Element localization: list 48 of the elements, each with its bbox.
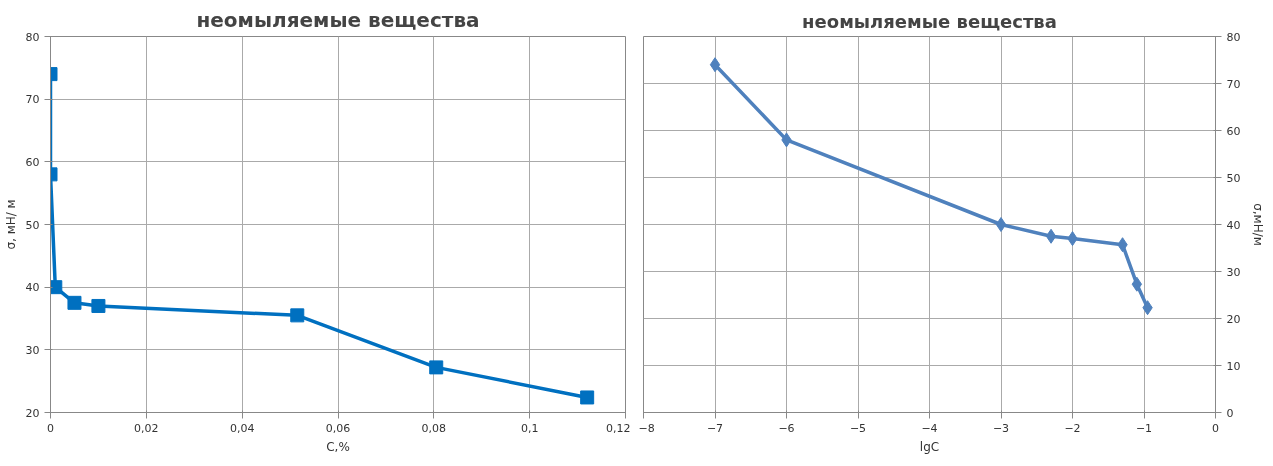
point — [1131, 276, 1143, 292]
x-tick-label: 0,02 — [134, 421, 159, 435]
point — [1045, 228, 1057, 244]
x-tick-label: −7 — [706, 421, 724, 435]
y-tick-label: 10 — [1226, 359, 1241, 373]
y-axis-title: σ,мН/м — [1251, 203, 1266, 246]
y-tick-label: 0 — [1226, 406, 1234, 420]
x-tick-label: −6 — [778, 421, 795, 435]
point — [580, 390, 595, 405]
point — [67, 295, 82, 310]
y-tick-label: 50 — [1226, 171, 1241, 185]
y-tick-label: 80 — [25, 30, 40, 44]
x-tick-label: 0,08 — [421, 421, 447, 435]
x-tick-label: −2 — [1064, 421, 1081, 435]
x-tick-label: −4 — [921, 421, 938, 435]
point — [709, 57, 721, 73]
y-axis-title: σ, мН/ м — [3, 199, 18, 250]
y-tick-label: 60 — [25, 155, 40, 169]
point — [995, 217, 1007, 232]
y-tick-label: 50 — [25, 218, 40, 232]
chart-title: неомыляемые вещества — [196, 7, 480, 32]
chart-title: неомыляемые вещества — [802, 10, 1057, 32]
y-tick-label: 40 — [25, 281, 40, 295]
x-tick-label: 0,12 — [606, 421, 631, 435]
x-tick-label: −1 — [1135, 421, 1153, 435]
y-tick-label: 40 — [1226, 218, 1241, 232]
x-tick-label: 0 — [1212, 421, 1219, 435]
point — [290, 308, 305, 323]
x-tick-label: −5 — [849, 421, 867, 435]
y-tick-label: 30 — [1226, 265, 1241, 279]
x-tick-label: 0 — [47, 421, 54, 435]
y-tick-label: 60 — [1226, 124, 1241, 138]
x-axis-title: lgC — [919, 439, 940, 454]
x-axis-title: C,% — [326, 439, 350, 454]
y-tick-label: 30 — [25, 343, 40, 357]
x-tick-label: 0,1 — [520, 421, 539, 435]
y-tick-label: 70 — [25, 93, 40, 107]
x-tick-label: 0,04 — [229, 421, 255, 435]
x-tick-label: −8 — [638, 421, 655, 435]
point — [429, 360, 444, 375]
point — [50, 280, 63, 295]
y-tick-label: 20 — [25, 406, 40, 420]
y-tick-label: 70 — [1226, 77, 1241, 91]
y-tick-label: 20 — [1226, 312, 1241, 326]
x-tick-label: 0,06 — [325, 421, 351, 435]
point — [91, 298, 106, 313]
x-tick-label: −3 — [992, 421, 1010, 435]
y-tick-label: 80 — [1226, 30, 1241, 44]
